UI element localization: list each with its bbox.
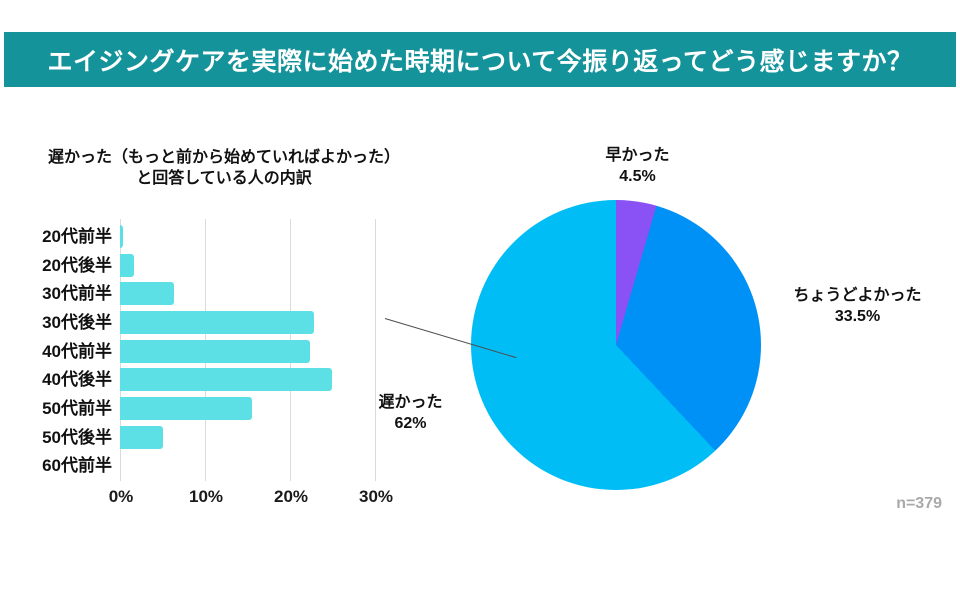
x-axis-tick-0: 0% [108, 487, 134, 506]
bar-row: 40代後半 [0, 368, 420, 391]
bar-row: 30代前半 [0, 282, 420, 305]
category-label: 30代後半 [42, 313, 112, 332]
bar-row: 20代前半 [0, 225, 420, 248]
pie-graphic [471, 200, 761, 490]
bar-chart-title: 遅かった（もっと前から始めていればよかった） と回答している人の内訳 [28, 147, 420, 189]
pie-label-early-pct: 4.5% [619, 168, 656, 185]
pie-label-late-text: 遅かった [378, 394, 443, 411]
pie-label-just-right-pct: 33.5% [834, 308, 881, 325]
pie-label-just-right: ちょうどよかった 33.5% [775, 285, 940, 327]
page-title: エイジングケアを実際に始めた時期について今振り返ってどう感じますか？ [47, 47, 913, 76]
pie-label-just-right-text: ちょうどよかった [793, 287, 922, 304]
bar-30s-early [120, 282, 175, 305]
pie-label-late-pct: 62% [394, 415, 427, 432]
category-label: 60代前半 [42, 456, 112, 475]
bar-50s-early [120, 397, 252, 420]
category-label: 30代前半 [42, 284, 112, 303]
header-banner: エイジングケアを実際に始めた時期について今振り返ってどう感じますか？ [4, 32, 956, 87]
x-axis-tick-30: 30% [358, 487, 394, 506]
bar-20s-early [120, 225, 124, 248]
pie-label-early-text: 早かった [605, 147, 670, 164]
bar-row: 50代前半 [0, 397, 420, 420]
category-label: 40代後半 [42, 370, 112, 389]
pie-label-early: 早かった 4.5% [565, 145, 710, 187]
bar-50s-late [120, 426, 164, 449]
bar-chart-title-line1: 遅かった（もっと前から始めていればよかった） [47, 149, 400, 166]
bar-chart-title-line2: と回答している人の内訳 [136, 170, 312, 187]
bar-row: 50代後半 [0, 426, 420, 449]
bar-30s-late [120, 311, 314, 334]
bar-row: 40代前半 [0, 340, 420, 363]
category-label: 20代後半 [42, 256, 112, 275]
gridline-30pct [375, 219, 376, 481]
pie-label-late: 遅かった 62% [353, 392, 468, 434]
x-axis-tick-10: 10% [188, 487, 224, 506]
bar-40s-late [120, 368, 332, 391]
bar-20s-late [120, 254, 135, 277]
x-axis-tick-20: 20% [273, 487, 309, 506]
bar-row: 20代後半 [0, 254, 420, 277]
category-label: 40代前半 [42, 342, 112, 361]
bar-row: 60代前半 [0, 454, 420, 477]
category-label: 50代後半 [42, 428, 112, 447]
category-label: 50代前半 [42, 399, 112, 418]
category-label: 20代前半 [42, 227, 112, 246]
bar-row: 30代後半 [0, 311, 420, 334]
sample-size-note: n=379 [896, 495, 942, 512]
bar-40s-early [120, 340, 311, 363]
